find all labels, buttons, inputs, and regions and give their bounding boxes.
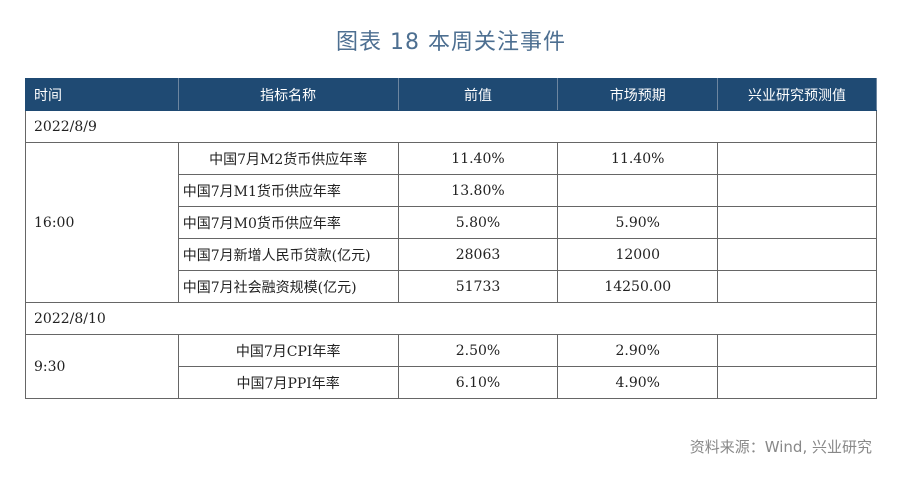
table-row: 中国7月M1货币供应年率 13.80%	[26, 174, 877, 207]
expectation-cell: 11.40%	[557, 142, 719, 175]
indicator-cell: 中国7月M0货币供应年率	[177, 206, 399, 239]
table-row: 中国7月新增人民币贷款(亿元) 28063 12000	[26, 238, 877, 271]
table-header: 时间 指标名称 前值 市场预期 兴业研究预测值	[25, 78, 877, 111]
expectation-cell: 5.90%	[557, 206, 719, 239]
previous-cell: 28063	[397, 238, 559, 271]
date-row: 2022/8/9	[25, 110, 877, 143]
indicator-cell: 中国7月PPI年率	[177, 366, 399, 399]
header-forecast: 兴业研究预测值	[717, 78, 877, 111]
previous-cell: 2.50%	[397, 334, 559, 367]
previous-cell: 13.80%	[397, 174, 559, 207]
expectation-cell: 2.90%	[557, 334, 719, 367]
source-note: 资料来源：Wind, 兴业研究	[689, 438, 872, 456]
forecast-cell	[717, 174, 877, 207]
forecast-cell	[717, 206, 877, 239]
table-row: 9:30 中国7月CPI年率 2.50% 2.90%	[25, 334, 877, 399]
table-row: 中国7月PPI年率 6.10% 4.90%	[26, 366, 877, 399]
table-row: 中国7月M0货币供应年率 5.80% 5.90%	[26, 206, 877, 239]
expectation-cell: 12000	[557, 238, 719, 271]
date-cell: 2022/8/9	[25, 110, 877, 143]
header-time: 时间	[25, 78, 179, 111]
page-title: 图表 18 本周关注事件	[336, 30, 566, 55]
header-expectation: 市场预期	[557, 78, 719, 111]
time-cell: 9:30	[25, 334, 179, 399]
previous-cell: 6.10%	[397, 366, 559, 399]
indicator-cell: 中国7月M2货币供应年率	[177, 142, 399, 175]
forecast-cell	[717, 238, 877, 271]
time-cell: 16:00	[25, 142, 179, 303]
indicator-cell: 中国7月新增人民币贷款(亿元)	[177, 238, 399, 271]
expectation-cell: 4.90%	[557, 366, 719, 399]
date-cell: 2022/8/10	[25, 302, 877, 335]
events-table: 时间 指标名称 前值 市场预期 兴业研究预测值 2022/8/9 16:00 中国7…	[25, 78, 877, 399]
previous-cell: 5.80%	[397, 206, 559, 239]
forecast-cell	[717, 270, 877, 303]
forecast-cell	[717, 366, 877, 399]
forecast-cell	[717, 334, 877, 367]
previous-cell: 11.40%	[397, 142, 559, 175]
indicator-cell: 中国7月CPI年率	[177, 334, 399, 367]
indicator-cell: 中国7月社会融资规模(亿元)	[177, 270, 399, 303]
expectation-cell	[557, 174, 719, 207]
forecast-cell	[717, 142, 877, 175]
header-indicator: 指标名称	[177, 78, 399, 111]
expectation-cell: 14250.00	[557, 270, 719, 303]
date-row: 2022/8/10	[25, 302, 877, 335]
header-previous: 前值	[397, 78, 559, 111]
indicator-cell: 中国7月M1货币供应年率	[177, 174, 399, 207]
previous-cell: 51733	[397, 270, 559, 303]
table-row: 16:00 中国7月M2货币供应年率 11.40% 11.40%	[25, 142, 877, 303]
